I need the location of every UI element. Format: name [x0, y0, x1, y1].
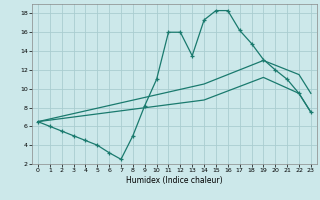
X-axis label: Humidex (Indice chaleur): Humidex (Indice chaleur)	[126, 176, 223, 185]
